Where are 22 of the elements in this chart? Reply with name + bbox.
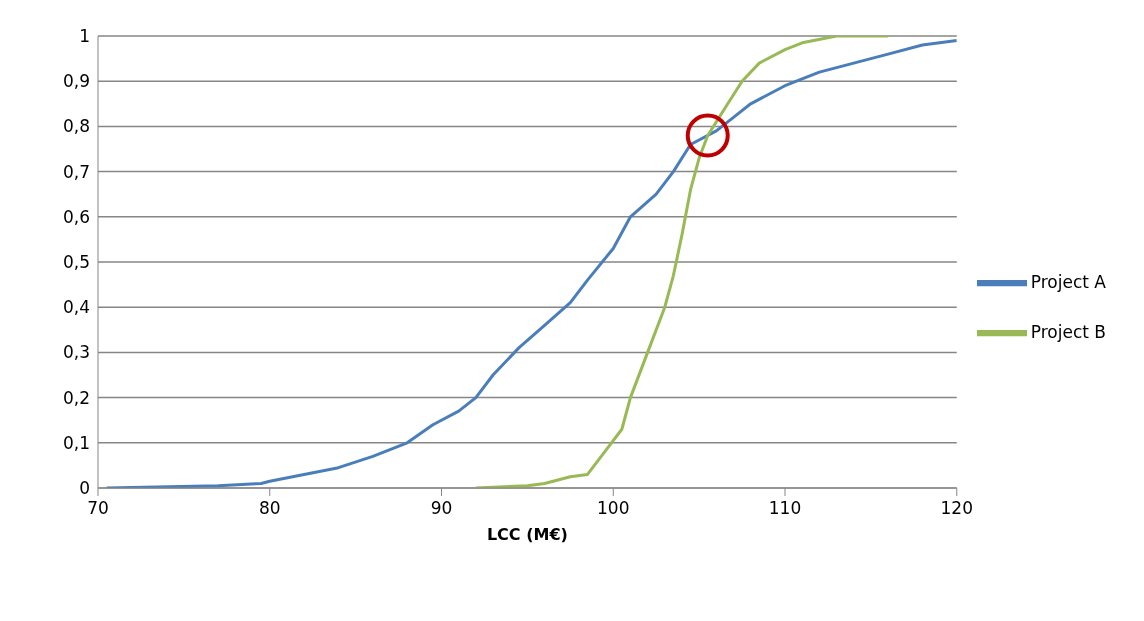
y-tick-label: 0	[79, 478, 90, 499]
x-tick-label: 70	[87, 498, 109, 519]
y-tick-label: 0,9	[62, 71, 90, 92]
y-tick-label: 0,1	[62, 432, 90, 453]
y-tick-label: 0,2	[62, 387, 90, 408]
line-series	[474, 36, 890, 488]
y-tick-label: 1	[79, 26, 90, 47]
y-tick-label: 0,4	[62, 297, 90, 318]
x-tick-label: 90	[430, 498, 453, 519]
legend-label: Project B	[1030, 322, 1106, 342]
y-tick-label: 0,7	[62, 161, 90, 182]
y-tick-label: 0,6	[62, 206, 90, 227]
y-tick-label: 0,5	[62, 252, 90, 273]
x-tick-label: 120	[940, 498, 973, 519]
y-tick-label: 0,8	[62, 116, 90, 137]
y-tick-label: 0,3	[62, 342, 90, 363]
x-tick-label: 100	[597, 498, 630, 519]
x-tick-label: 80	[258, 498, 281, 519]
line-series	[105, 39, 957, 488]
x-axis-title: LCC (M€)	[486, 525, 568, 544]
x-tick-label: 110	[768, 498, 802, 519]
legend-label: Project A	[1030, 272, 1106, 292]
